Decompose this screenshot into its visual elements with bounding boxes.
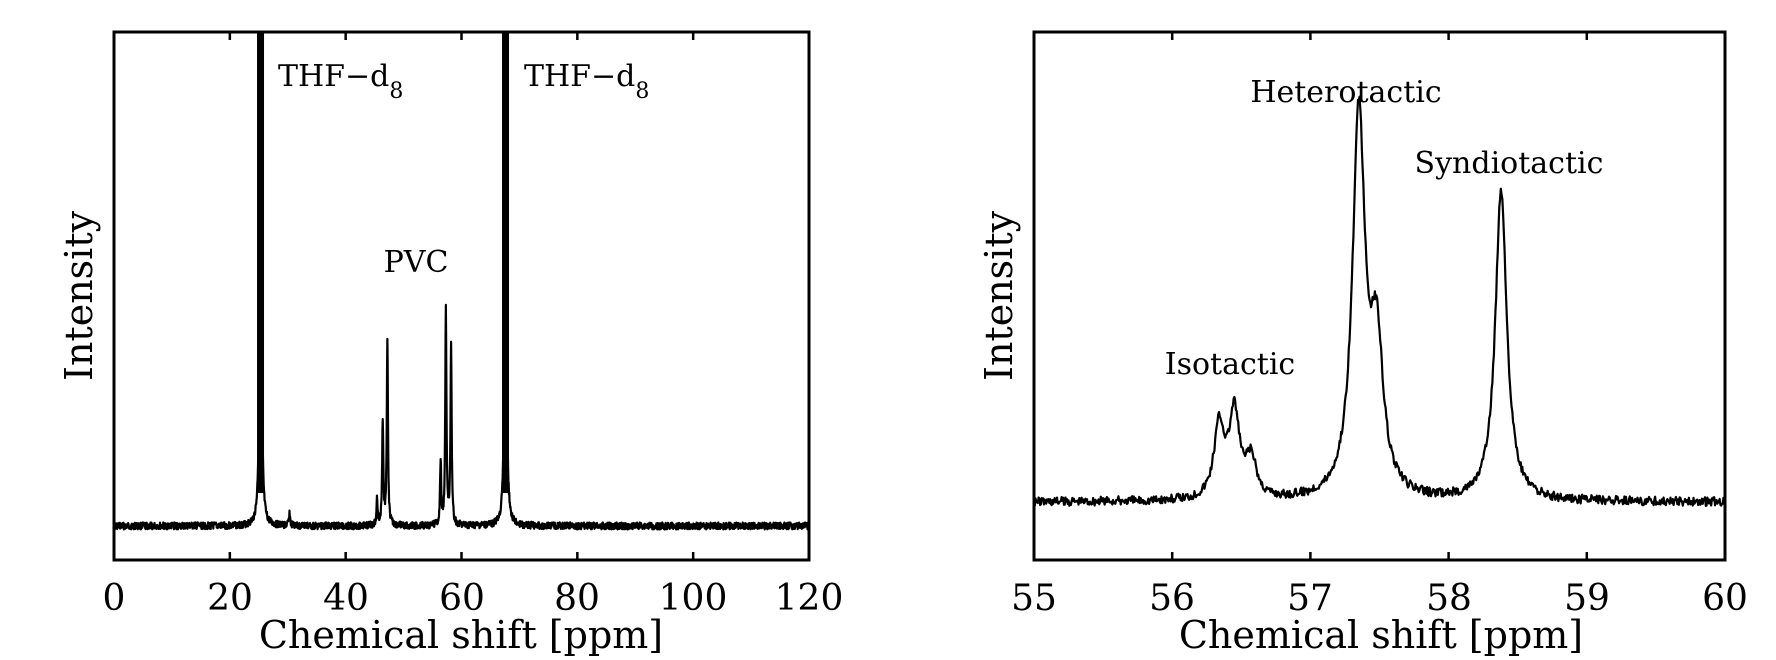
right-x-tick-labels: 55 56 57 58 59 60 [1011,578,1748,619]
left-axes-box [112,30,811,562]
left-tick-label: 120 [775,578,844,619]
left-annotation-thf-2: THF−d8 [524,59,649,104]
right-axes-box [1032,30,1727,562]
left-x-ticks [112,32,811,560]
left-x-tick-labels: 0 20 40 60 80 100 120 [103,578,844,619]
right-annotation-syndiotactic: Syndiotactic [1415,146,1604,181]
left-annotation-thf-1: THF−d8 [278,59,403,104]
left-tick-label: 0 [103,578,126,619]
left-tick-label: 80 [554,578,600,619]
right-tick-label: 58 [1426,578,1472,619]
left-y-axis-label: Intensity [57,210,101,381]
right-annotation-isotactic: Isotactic [1165,347,1296,382]
right-tick-label: 55 [1011,578,1057,619]
left-x-axis-label: Chemical shift [ppm] [259,613,663,657]
right-tick-label: 59 [1564,578,1610,619]
left-spectrum-line [113,104,811,531]
right-y-axis-label: Intensity [977,210,1021,381]
right-x-ticks [1032,32,1727,560]
left-tick-label: 100 [659,578,728,619]
right-x-axis-label: Chemical shift [ppm] [1179,613,1583,657]
left-tick-label: 40 [323,578,369,619]
right-tick-label: 60 [1702,578,1748,619]
right-tick-label: 56 [1149,578,1195,619]
right-tick-label: 57 [1287,578,1333,619]
right-annotation-heterotactic: Heterotactic [1250,75,1441,110]
left-tick-label: 20 [207,578,253,619]
right-chart: 55 56 57 58 59 60 Chemical shift [ppm] I… [977,30,1748,657]
left-annotation-pvc: PVC [384,245,449,280]
left-tick-label: 60 [439,578,485,619]
left-chart: 0 20 40 60 80 100 120 Chemical shift [pp… [57,30,844,657]
right-spectrum-line [1033,95,1727,507]
